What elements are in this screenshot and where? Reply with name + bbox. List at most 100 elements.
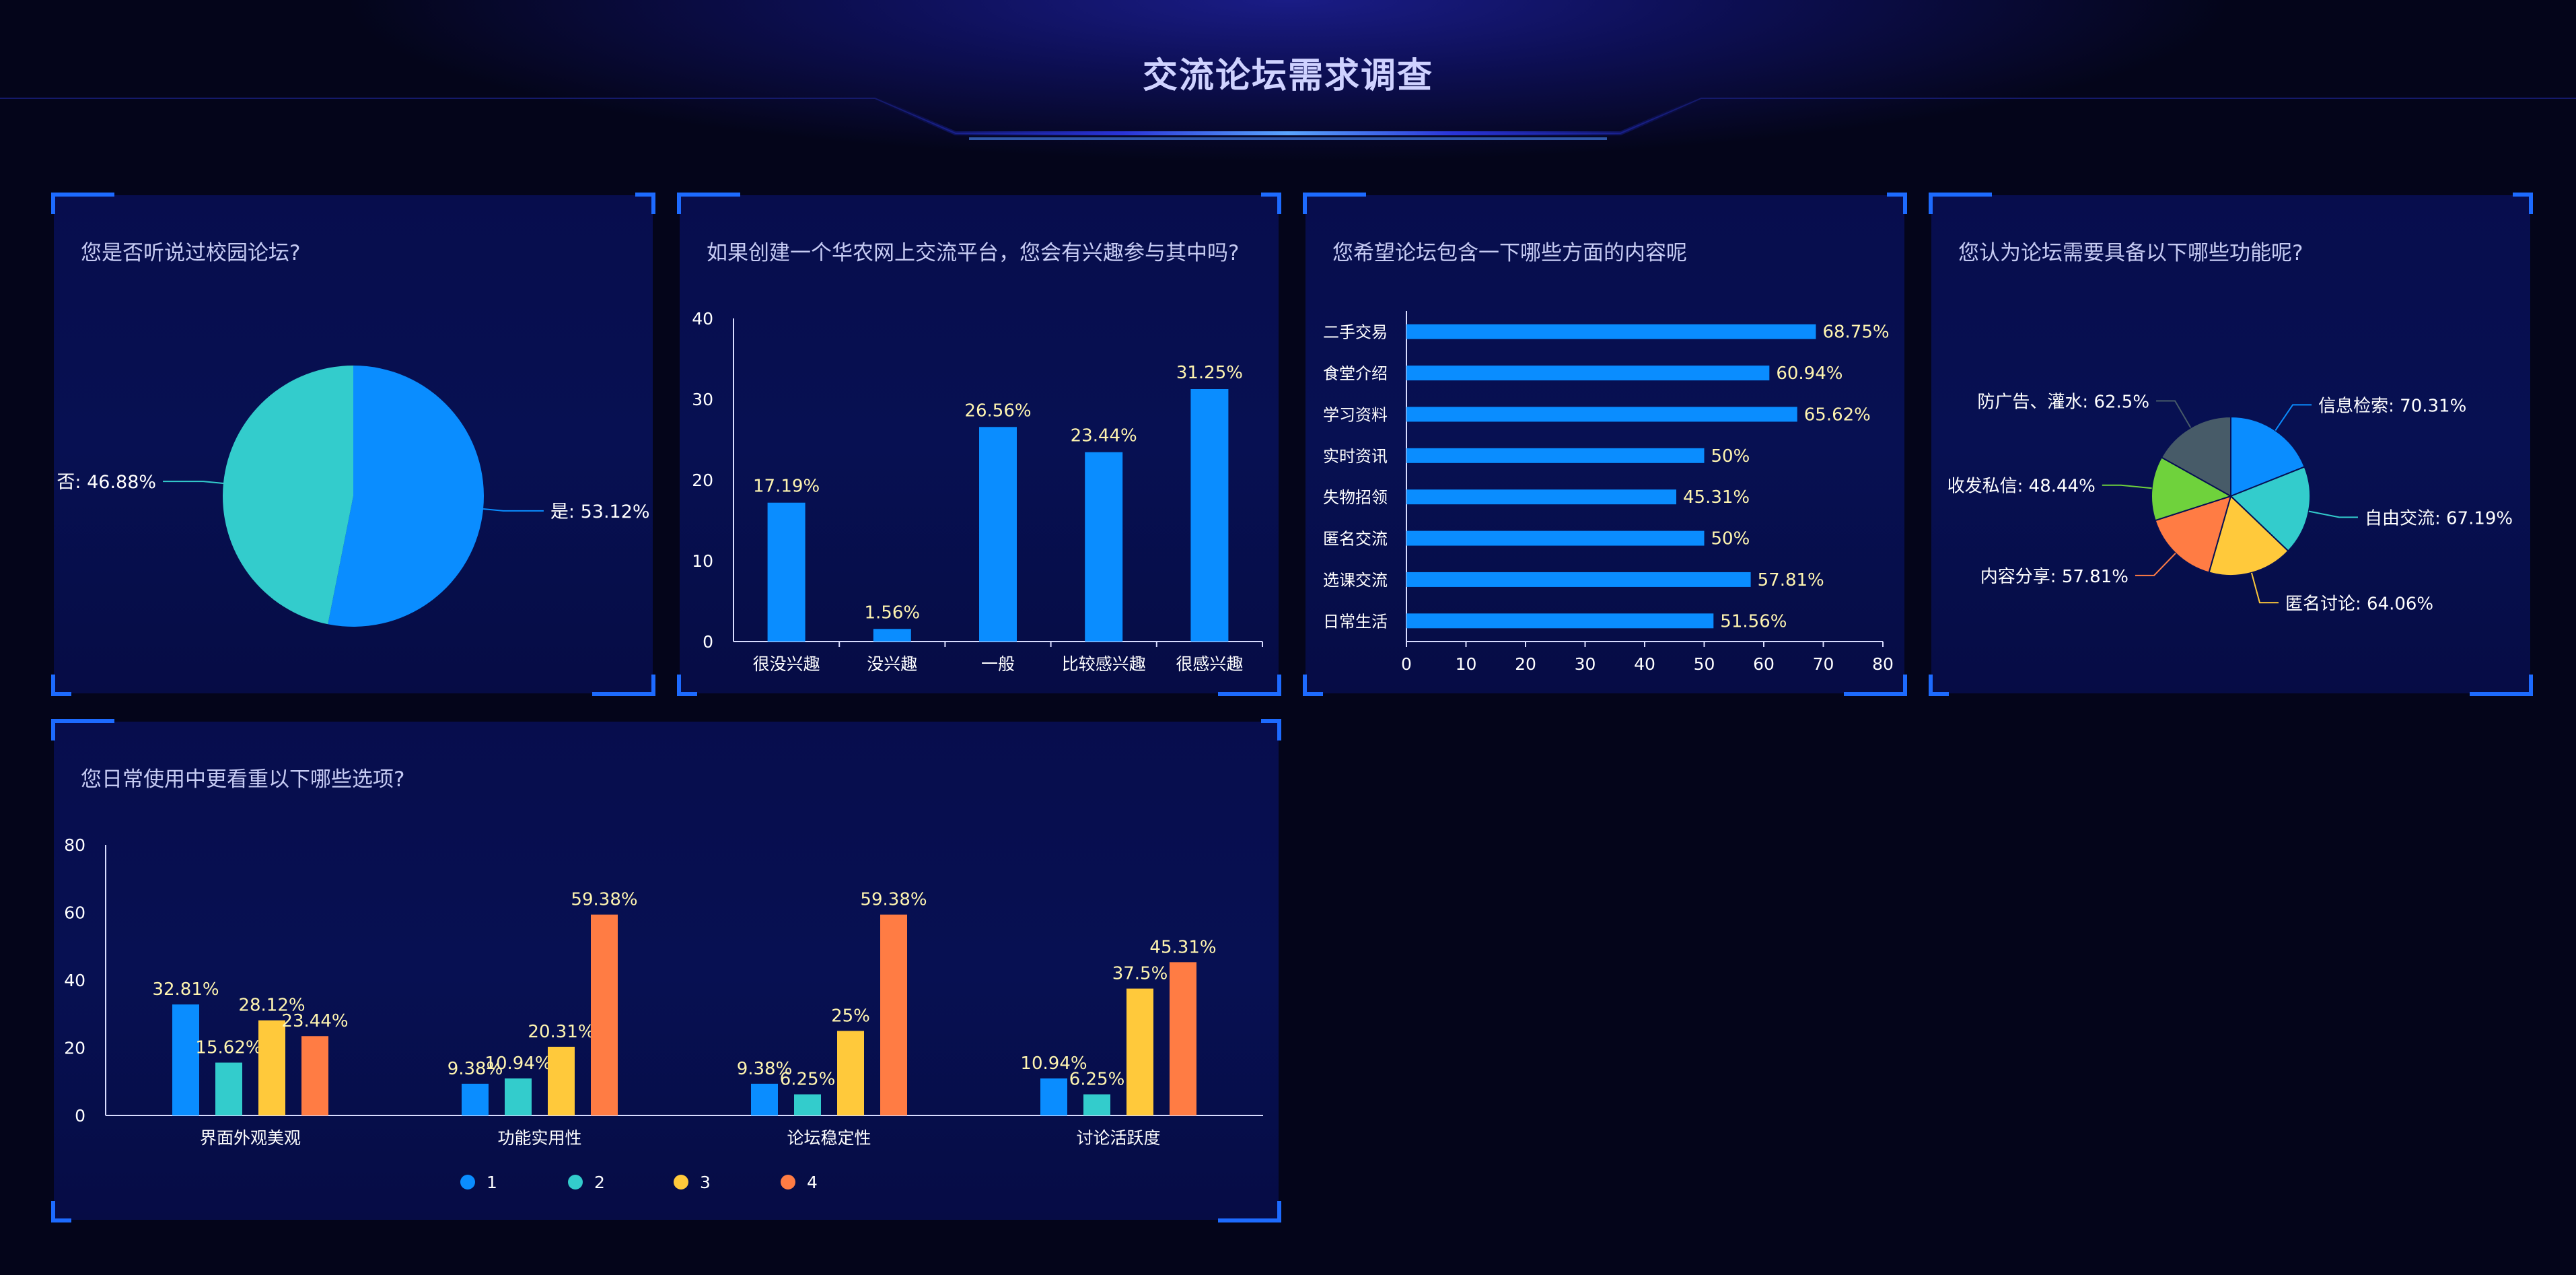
data-label: 23.44% (281, 1011, 348, 1031)
pie-slice (2151, 456, 2233, 522)
legend-label: 4 (807, 1173, 818, 1192)
bar (1406, 572, 1751, 587)
data-label: 6.25% (780, 1070, 836, 1090)
x-tick-label: 10 (1456, 654, 1477, 674)
bar (873, 629, 911, 642)
panel-heard-of-forum: 您是否听说过校园论坛? 是: 53.12% 否: 46.88% (51, 193, 655, 696)
bar (1083, 1094, 1110, 1115)
panel-title: 您日常使用中更看重以下哪些选项? (81, 767, 405, 792)
data-label: 45.31% (1149, 937, 1216, 957)
bar (880, 914, 907, 1115)
data-label: 28.12% (238, 996, 305, 1016)
bar (1406, 530, 1705, 546)
bar (837, 1031, 864, 1115)
legend-marker (460, 1175, 475, 1190)
data-label: 50% (1711, 529, 1750, 549)
bar-chart-interest: 0 10 20 30 40 17.19% 很没兴趣 1.56% 没兴趣 26.56% 一般 23.44… (692, 309, 1263, 674)
pie-leader-line (2275, 404, 2312, 431)
data-label: 37.5% (1112, 964, 1168, 984)
y-tick-label: 0 (703, 632, 713, 652)
y-tick-label: 20 (692, 471, 713, 490)
pie-leader-line (2102, 484, 2152, 489)
legend-marker (568, 1175, 583, 1190)
pie-slice (2154, 495, 2232, 574)
hbar-chart-content-types: 0 10 20 30 40 50 60 70 80 68.75% 二手交易 60.94% 食堂介绍 65.… (1323, 311, 1894, 674)
legend-marker (674, 1175, 688, 1190)
x-tick-label: 一般 (981, 654, 1015, 674)
y-tick-label: 食堂介绍 (1323, 364, 1388, 383)
y-tick-label: 60 (64, 903, 85, 923)
pie-leader-line (482, 508, 544, 512)
bar (1406, 489, 1676, 505)
data-label: 20.31% (528, 1022, 594, 1042)
x-tick-label: 40 (1634, 654, 1655, 674)
legend-label: 3 (700, 1173, 711, 1192)
pie-label: 内容分享: 57.81% (1980, 567, 2128, 587)
data-label: 6.25% (1069, 1070, 1125, 1090)
data-label: 1.56% (864, 602, 920, 623)
pie-label: 是: 53.12% (550, 502, 650, 522)
legend-label: 1 (487, 1173, 497, 1192)
bar (1406, 324, 1816, 339)
legend-marker (781, 1175, 795, 1190)
pie-label: 防广告、灌水: 62.5% (1977, 392, 2149, 413)
panel-priorities: 您日常使用中更看重以下哪些选项? 0 20 40 60 80 32.81% 15.62% 28… (51, 719, 1281, 1222)
pie-leader-line (2250, 572, 2279, 604)
data-label: 15.62% (195, 1038, 262, 1058)
bar (505, 1078, 532, 1115)
legend-label: 2 (594, 1173, 605, 1192)
x-tick-label: 功能实用性 (497, 1128, 581, 1148)
pie-chart-features: 信息检索: 70.31% 自由交流: 67.19% 匿名讨论: 64.06% 内容分享… (1947, 392, 2513, 615)
y-tick-label: 二手交易 (1323, 323, 1388, 342)
x-tick-label: 50 (1694, 654, 1715, 674)
pie-label: 自由交流: 67.19% (2365, 508, 2513, 528)
panel-title: 如果创建一个华农网上交流平台，您会有兴趣参与其中吗? (707, 241, 1240, 265)
data-label: 9.38% (737, 1059, 793, 1079)
y-tick-label: 10 (692, 551, 713, 571)
pie-slice (2208, 495, 2289, 576)
bar (215, 1062, 242, 1115)
data-label: 26.56% (964, 401, 1031, 421)
bar (591, 914, 618, 1115)
page-title: 交流论坛需求调查 (1142, 56, 1433, 96)
bar (462, 1083, 489, 1115)
panel-interest: 如果创建一个华农网上交流平台，您会有兴趣参与其中吗? 0 10 20 30 40 17.1… (677, 193, 1281, 696)
data-label: 31.25% (1176, 363, 1243, 383)
bar (1406, 366, 1770, 381)
x-tick-label: 30 (1575, 654, 1596, 674)
data-label: 59.38% (571, 890, 637, 910)
bar (1170, 962, 1196, 1115)
x-tick-label: 界面外观美观 (200, 1128, 301, 1148)
pie-leader-line (2135, 553, 2176, 576)
bar (767, 502, 806, 642)
pie-leader-line (2308, 510, 2358, 518)
data-label: 45.31% (1683, 487, 1750, 508)
x-tick-label: 讨论活跃度 (1076, 1128, 1160, 1148)
y-tick-label: 40 (64, 971, 85, 990)
data-label: 57.81% (1758, 570, 1824, 590)
bar (301, 1036, 328, 1115)
x-tick-label: 论坛稳定性 (787, 1128, 871, 1148)
panel-title: 您希望论坛包含一下哪些方面的内容呢 (1332, 241, 1687, 265)
y-tick-label: 日常生活 (1323, 612, 1388, 631)
data-label: 68.75% (1822, 322, 1889, 343)
x-tick-label: 0 (1401, 654, 1412, 674)
bar (751, 1083, 778, 1115)
bar (1126, 988, 1153, 1115)
x-tick-label: 70 (1813, 654, 1834, 674)
bar (172, 1004, 199, 1115)
y-tick-label: 30 (692, 390, 713, 409)
x-tick-label: 20 (1515, 654, 1536, 674)
panel-features: 您认为论坛需要具备以下哪些功能呢? 信息检索: 70.31% 自由交流: 67.1… (1929, 193, 2533, 696)
bar (1190, 389, 1229, 642)
grouped-bar-chart-priorities: 0 20 40 60 80 32.81% 15.62% 28.12%23.44% 界面外观美观 9… (64, 835, 1263, 1192)
y-tick-label: 失物招领 (1323, 488, 1388, 507)
pie-slice (328, 366, 484, 627)
data-label: 23.44% (1071, 426, 1137, 446)
y-tick-label: 80 (64, 835, 85, 855)
pie-label: 匿名讨论: 64.06% (2285, 594, 2433, 614)
pie-label: 收发私信: 48.44% (1947, 477, 2096, 497)
x-tick-label: 60 (1753, 654, 1775, 674)
header: 交流论坛需求调查 (0, 0, 2576, 162)
y-tick-label: 0 (75, 1106, 85, 1126)
